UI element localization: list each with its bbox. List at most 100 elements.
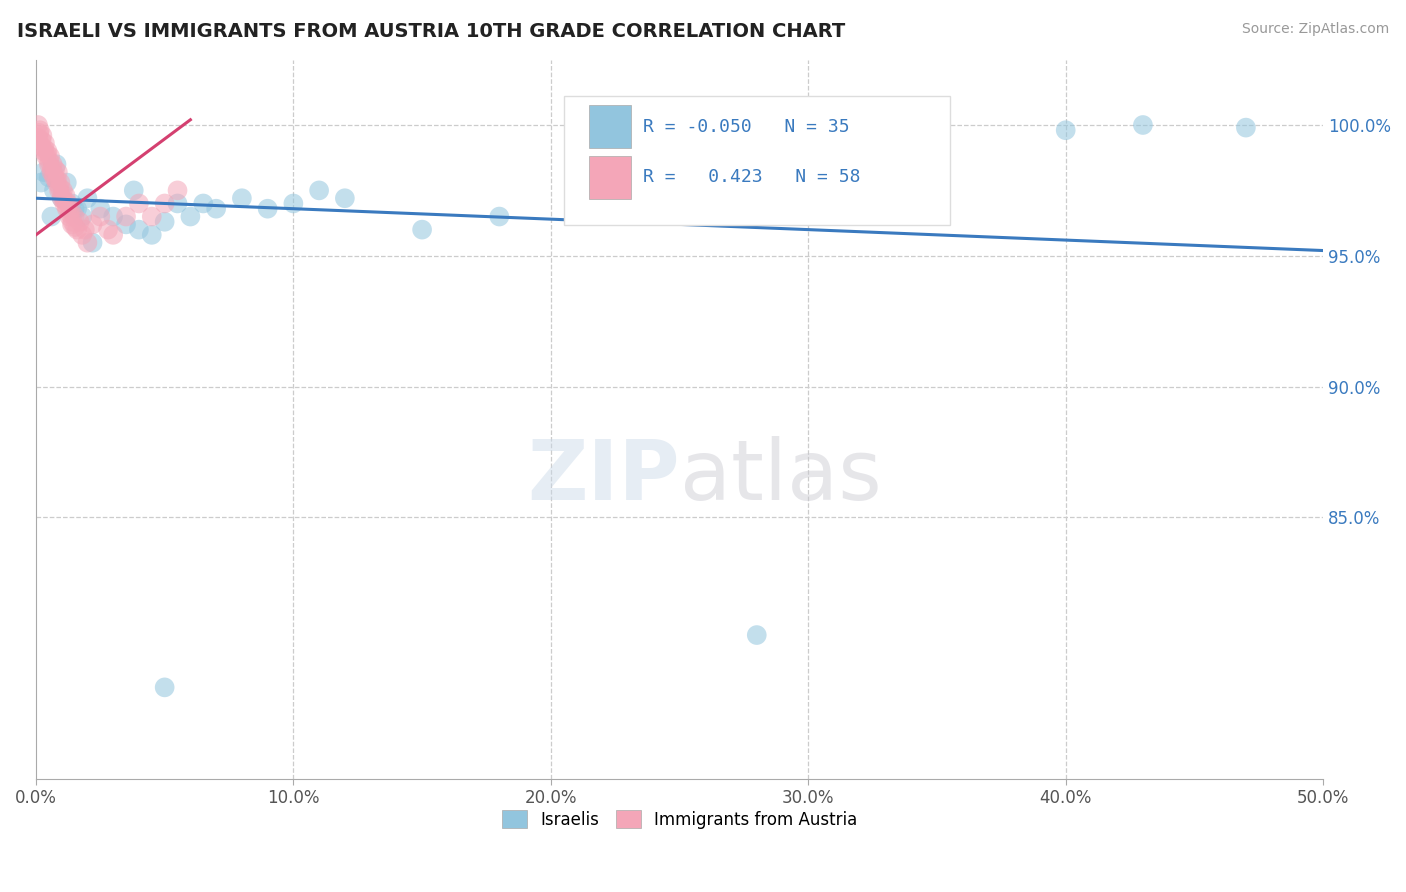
- Point: [56, 176, 79, 190]
- Point: [101, 227, 124, 242]
- Point: [488, 210, 510, 224]
- Point: [63, 210, 86, 224]
- Point: [27, 118, 49, 132]
- Point: [53, 194, 76, 208]
- Point: [51, 191, 73, 205]
- Point: [48, 181, 70, 195]
- Point: [35, 146, 58, 161]
- Point: [166, 183, 188, 197]
- Point: [32, 165, 55, 179]
- Point: [32, 144, 55, 158]
- Point: [153, 196, 176, 211]
- Point: [63, 219, 86, 234]
- Point: [38, 154, 60, 169]
- Point: [30, 139, 52, 153]
- Point: [34, 136, 56, 151]
- Point: [56, 202, 79, 216]
- Point: [44, 168, 66, 182]
- Point: [60, 196, 83, 211]
- Point: [308, 183, 330, 197]
- Point: [51, 191, 73, 205]
- Point: [28, 123, 51, 137]
- Point: [82, 235, 104, 250]
- Point: [44, 162, 66, 177]
- Text: atlas: atlas: [679, 436, 882, 517]
- Point: [53, 196, 76, 211]
- Point: [66, 202, 89, 216]
- Point: [38, 170, 60, 185]
- Point: [72, 227, 94, 242]
- Text: Source: ZipAtlas.com: Source: ZipAtlas.com: [1241, 22, 1389, 37]
- Point: [69, 215, 91, 229]
- Point: [193, 196, 215, 211]
- Point: [48, 183, 70, 197]
- Point: [128, 222, 150, 236]
- Point: [1234, 120, 1257, 135]
- Point: [51, 188, 73, 202]
- Point: [153, 215, 176, 229]
- Point: [231, 191, 253, 205]
- Point: [41, 162, 63, 177]
- Text: ISRAELI VS IMMIGRANTS FROM AUSTRIA 10TH GRADE CORRELATION CHART: ISRAELI VS IMMIGRANTS FROM AUSTRIA 10TH …: [17, 22, 845, 41]
- Point: [745, 628, 768, 642]
- Point: [63, 202, 86, 216]
- Text: R = -0.050   N = 35: R = -0.050 N = 35: [644, 118, 851, 136]
- FancyBboxPatch shape: [564, 95, 950, 225]
- Point: [166, 196, 188, 211]
- Point: [72, 210, 94, 224]
- Point: [60, 218, 83, 232]
- FancyBboxPatch shape: [589, 156, 631, 199]
- Point: [283, 196, 305, 211]
- Point: [38, 157, 60, 171]
- Point: [66, 222, 89, 236]
- Point: [205, 202, 228, 216]
- Point: [30, 176, 52, 190]
- Point: [1132, 118, 1154, 132]
- Point: [41, 210, 63, 224]
- Point: [115, 210, 138, 224]
- Point: [141, 210, 163, 224]
- Point: [122, 183, 145, 197]
- Point: [32, 142, 55, 156]
- Point: [59, 202, 82, 216]
- FancyBboxPatch shape: [589, 105, 631, 148]
- Point: [49, 176, 72, 190]
- Point: [45, 176, 67, 190]
- Point: [37, 144, 59, 158]
- Point: [46, 173, 69, 187]
- Point: [42, 170, 65, 185]
- Point: [52, 183, 75, 197]
- Point: [73, 222, 96, 236]
- Point: [179, 210, 201, 224]
- Point: [42, 183, 65, 197]
- Point: [62, 215, 84, 229]
- Point: [333, 191, 356, 205]
- Point: [41, 157, 63, 171]
- Point: [39, 149, 62, 163]
- Point: [76, 191, 98, 205]
- Point: [128, 196, 150, 211]
- Point: [59, 207, 82, 221]
- Point: [256, 202, 278, 216]
- Point: [411, 222, 433, 236]
- Point: [89, 210, 111, 224]
- Point: [55, 188, 77, 202]
- Point: [153, 681, 176, 695]
- Point: [101, 210, 124, 224]
- Point: [76, 235, 98, 250]
- Point: [56, 199, 79, 213]
- Point: [41, 165, 63, 179]
- Point: [46, 165, 69, 179]
- Point: [1054, 123, 1077, 137]
- Point: [45, 157, 67, 171]
- Point: [28, 126, 51, 140]
- Point: [58, 210, 80, 224]
- Text: ZIP: ZIP: [527, 436, 679, 517]
- Point: [56, 196, 79, 211]
- Point: [115, 218, 138, 232]
- Text: R =   0.423   N = 58: R = 0.423 N = 58: [644, 169, 860, 186]
- Point: [27, 131, 49, 145]
- Point: [97, 222, 120, 236]
- Point: [35, 149, 58, 163]
- Point: [31, 134, 53, 148]
